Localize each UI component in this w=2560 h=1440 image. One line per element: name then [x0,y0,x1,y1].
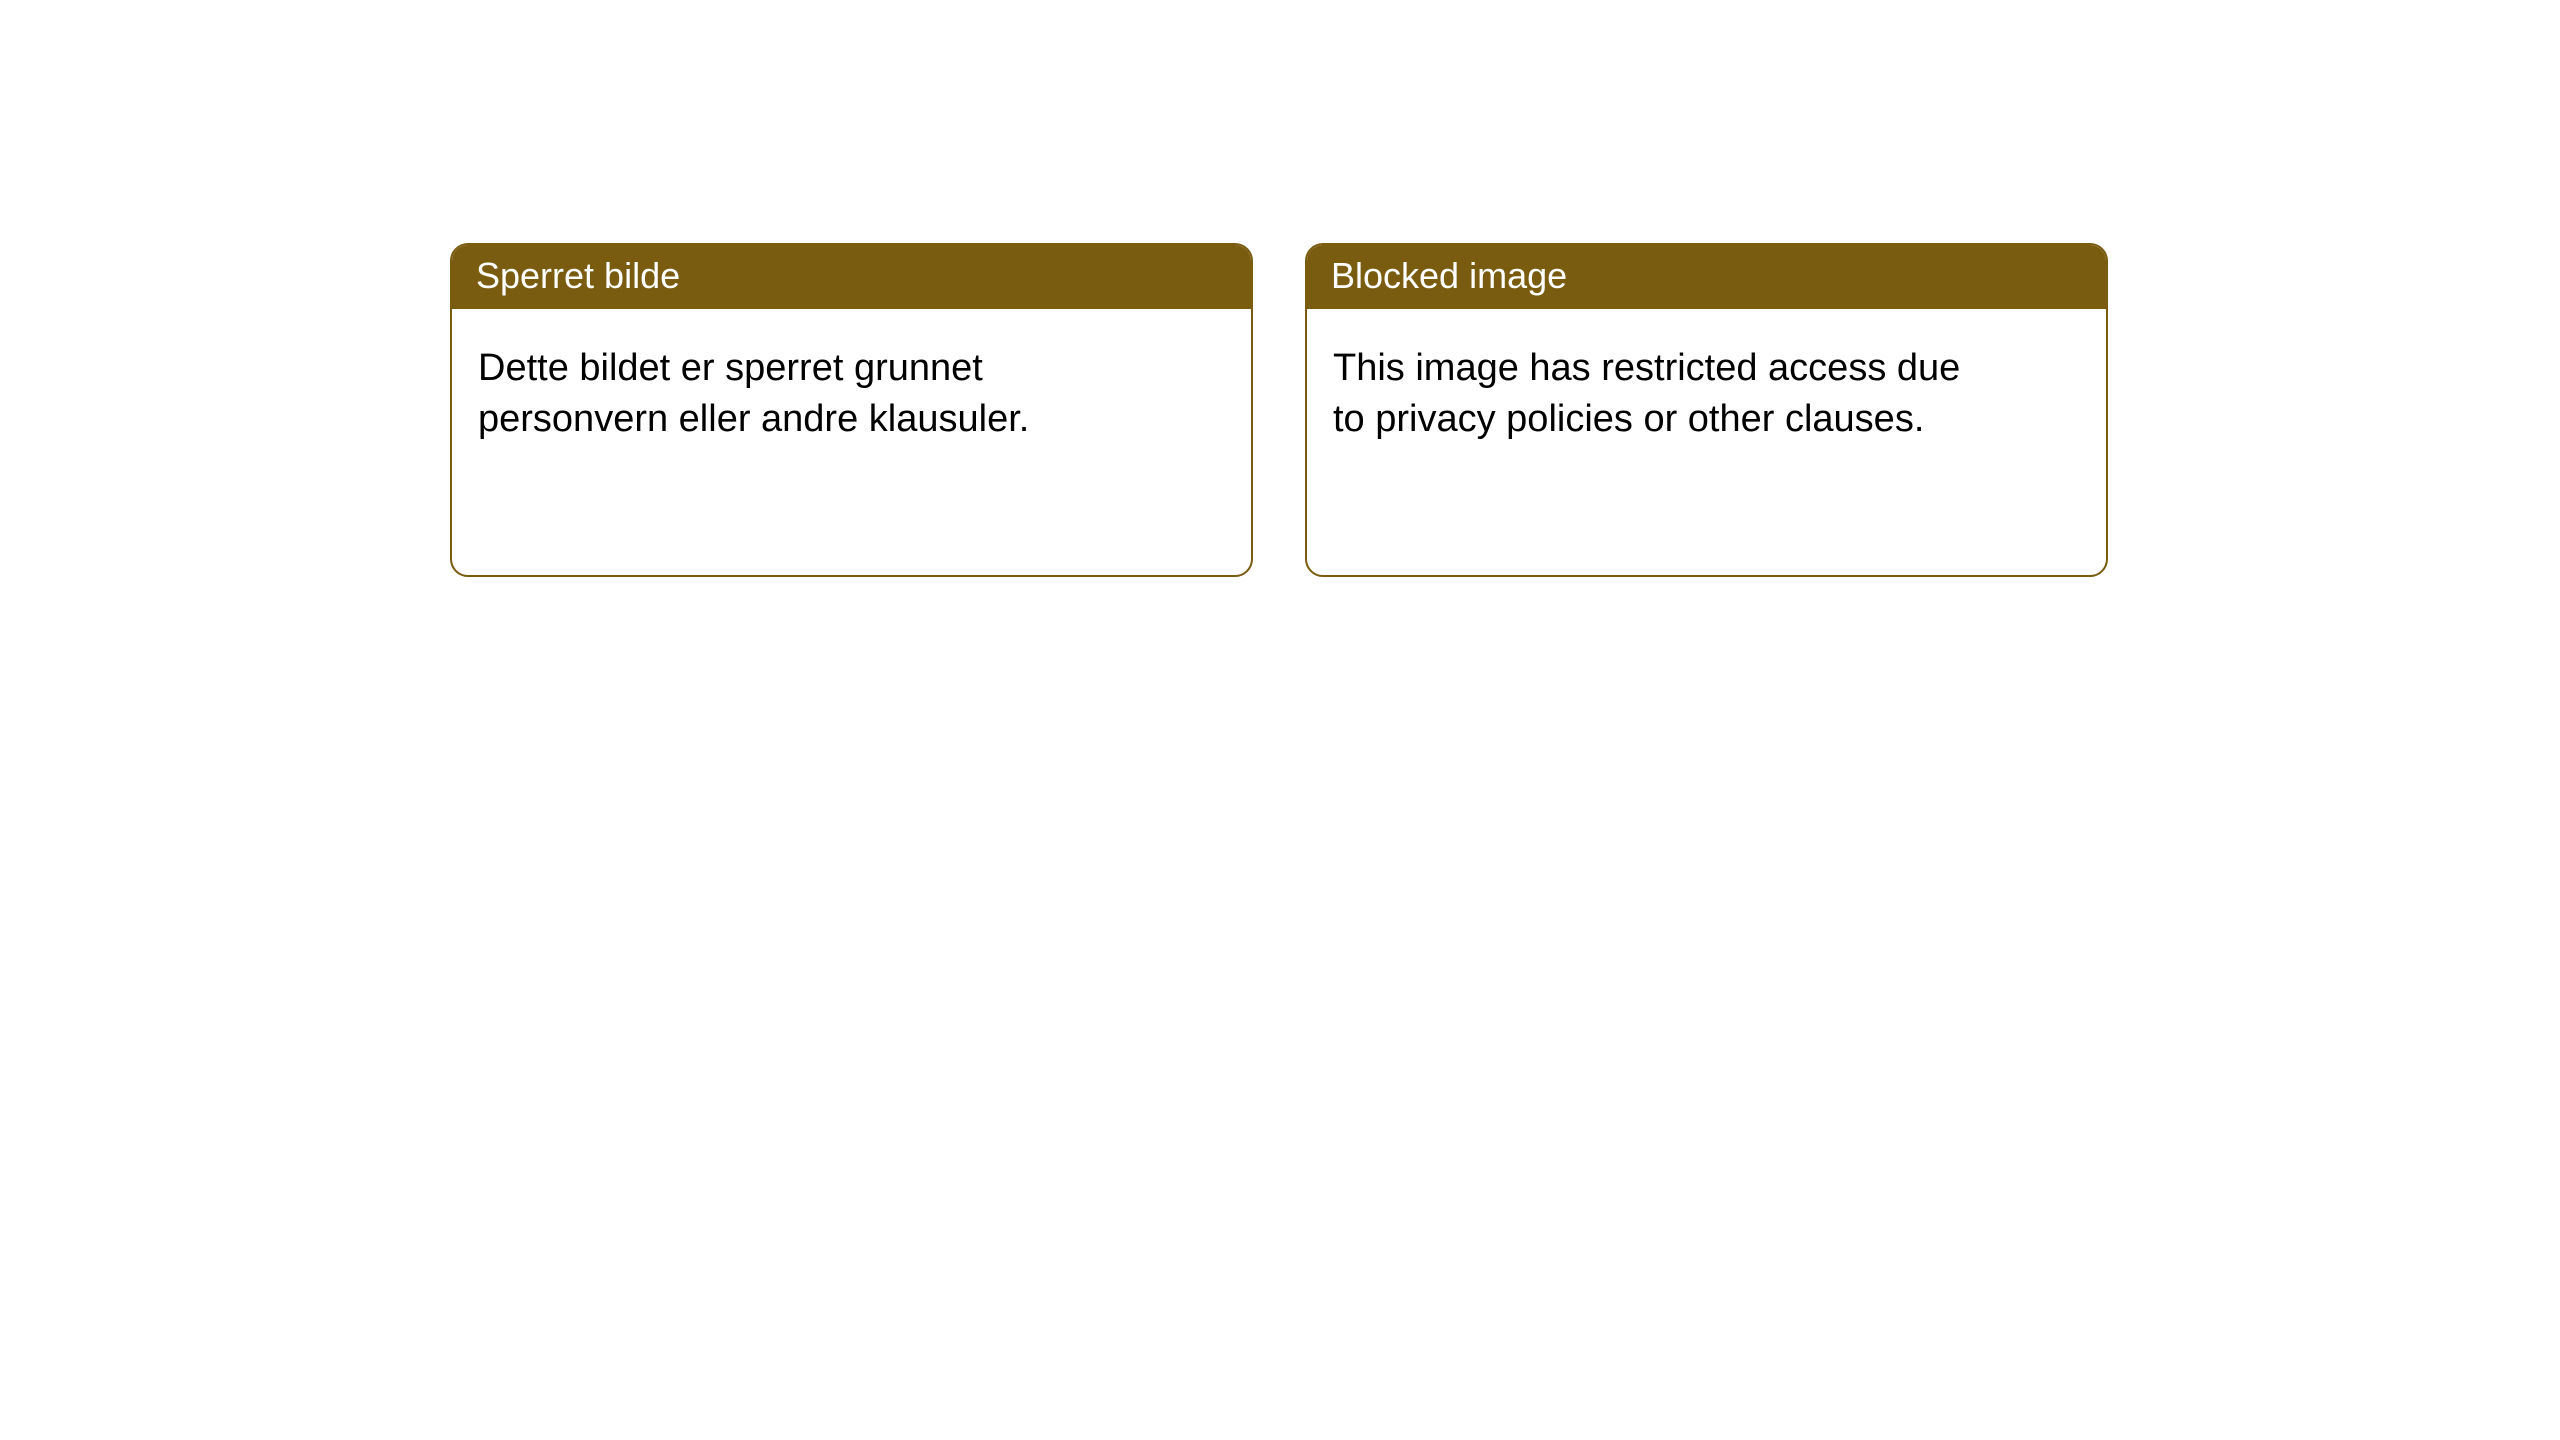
notice-box-english: Blocked image This image has restricted … [1305,243,2108,577]
notice-body: This image has restricted access due to … [1307,309,1987,480]
notice-container: Sperret bilde Dette bildet er sperret gr… [450,243,2108,577]
notice-title: Sperret bilde [452,245,1251,309]
notice-box-norwegian: Sperret bilde Dette bildet er sperret gr… [450,243,1253,577]
notice-title: Blocked image [1307,245,2106,309]
notice-body: Dette bildet er sperret grunnet personve… [452,309,1132,480]
